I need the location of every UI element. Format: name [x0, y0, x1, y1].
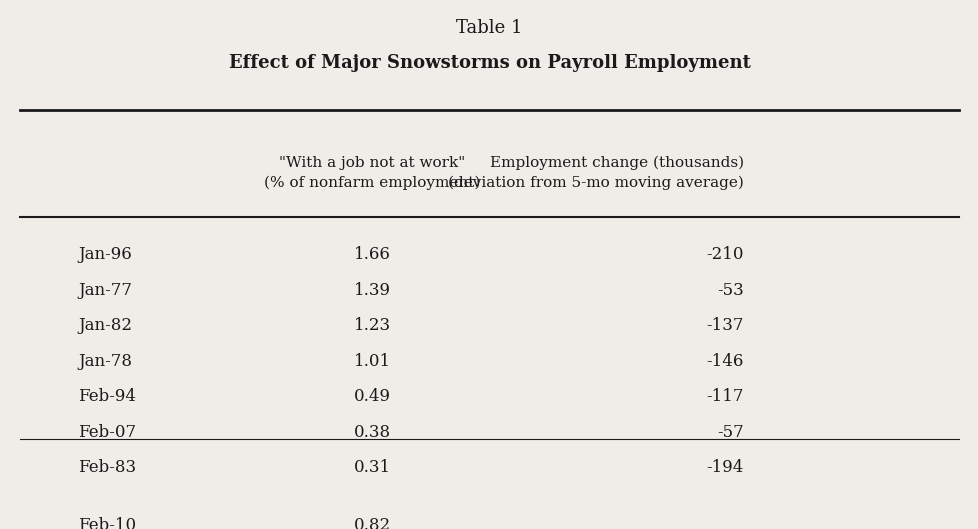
Text: Feb-83: Feb-83	[78, 459, 136, 477]
Text: Table 1: Table 1	[456, 20, 522, 38]
Text: Effect of Major Snowstorms on Payroll Employment: Effect of Major Snowstorms on Payroll Em…	[228, 53, 750, 71]
Text: 1.01: 1.01	[353, 353, 390, 370]
Text: Feb-94: Feb-94	[78, 388, 136, 405]
Text: 0.38: 0.38	[353, 424, 390, 441]
Text: Jan-78: Jan-78	[78, 353, 132, 370]
Text: 0.82: 0.82	[353, 517, 390, 529]
Text: 1.23: 1.23	[353, 317, 390, 334]
Text: 0.31: 0.31	[353, 459, 390, 477]
Text: -117: -117	[706, 388, 743, 405]
Text: -146: -146	[706, 353, 743, 370]
Text: Jan-82: Jan-82	[78, 317, 132, 334]
Text: Jan-77: Jan-77	[78, 281, 132, 298]
Text: 1.66: 1.66	[353, 246, 390, 263]
Text: 0.49: 0.49	[353, 388, 390, 405]
Text: 1.39: 1.39	[353, 281, 390, 298]
Text: -137: -137	[706, 317, 743, 334]
Text: Jan-96: Jan-96	[78, 246, 132, 263]
Text: -194: -194	[706, 459, 743, 477]
Text: Employment change (thousands)
(deviation from 5-mo moving average): Employment change (thousands) (deviation…	[448, 156, 743, 190]
Text: -210: -210	[706, 246, 743, 263]
Text: -53: -53	[717, 281, 743, 298]
Text: -57: -57	[717, 424, 743, 441]
Text: "With a job not at work"
(% of nonfarm employment): "With a job not at work" (% of nonfarm e…	[263, 156, 480, 190]
Text: Feb-07: Feb-07	[78, 424, 136, 441]
Text: Feb-10: Feb-10	[78, 517, 136, 529]
